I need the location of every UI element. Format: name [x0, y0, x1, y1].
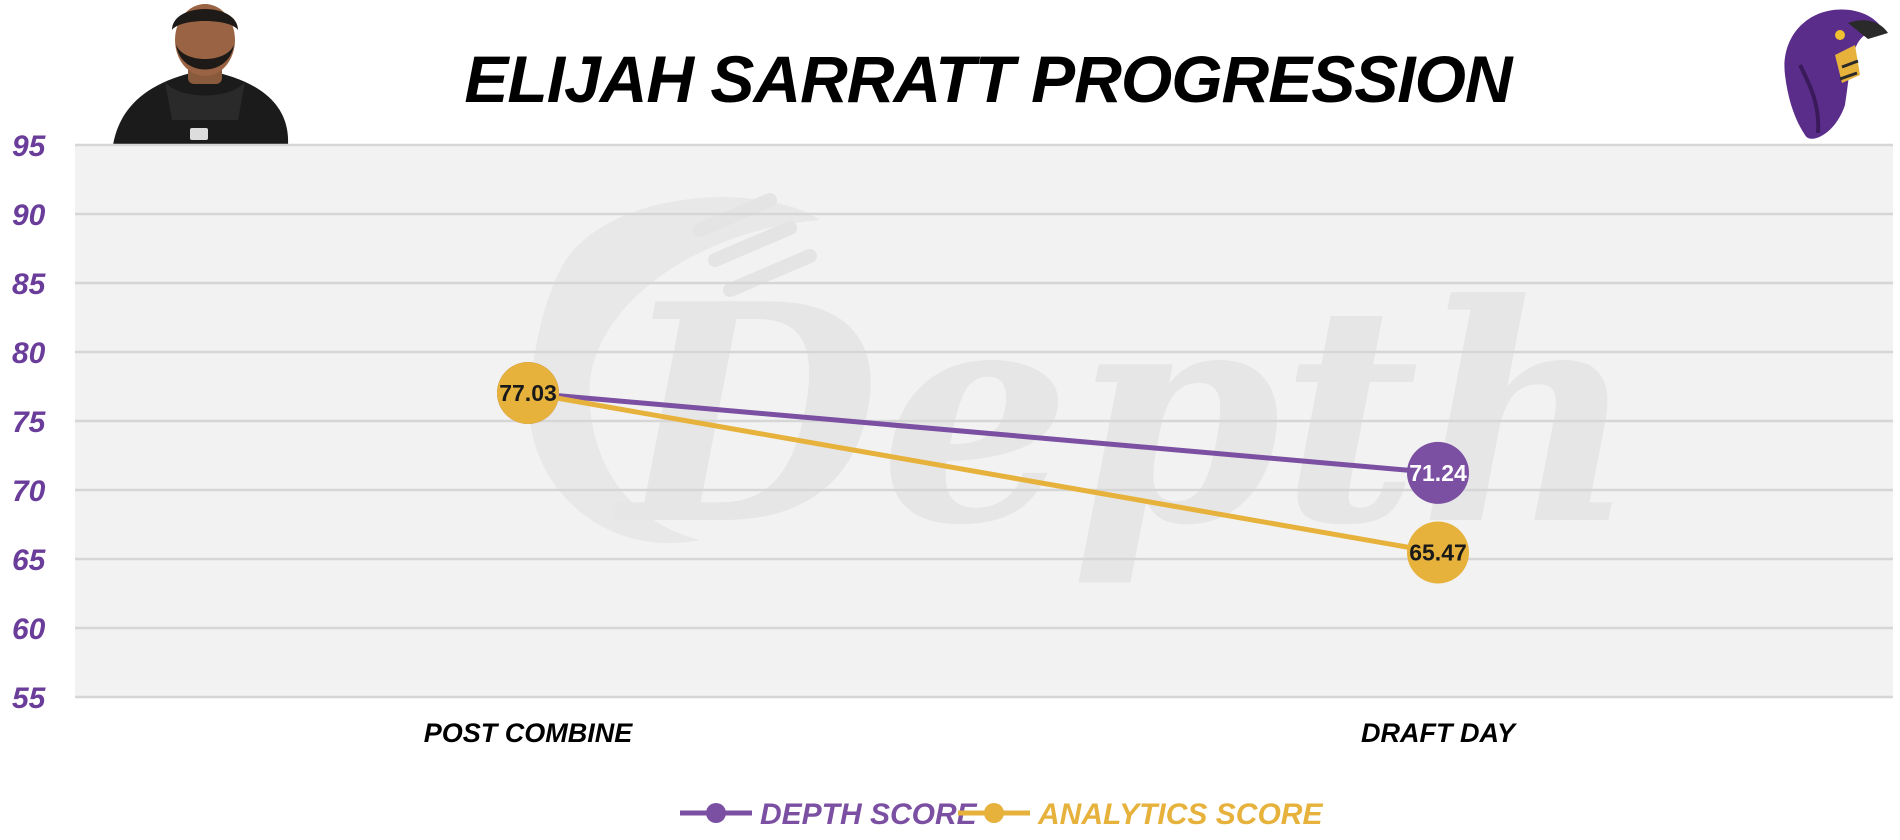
series-line: [527, 390, 1439, 555]
y-tick-label: 55: [12, 682, 47, 715]
watermark-logo: Depth: [529, 193, 1637, 591]
y-tick-label: 95: [12, 130, 47, 163]
legend-label: DEPTH SCORE: [760, 798, 978, 831]
data-point: [1407, 441, 1469, 504]
y-tick-label: 80: [12, 337, 46, 370]
x-axis: POST COMBINE DRAFT DAY: [424, 718, 1518, 748]
y-axis: 55 60 65 70 75 80 85 90 95: [12, 130, 47, 715]
y-tick-label: 65: [12, 544, 47, 577]
legend-marker: [984, 803, 1004, 823]
legend-label: ANALYTICS SCORE: [1037, 798, 1323, 831]
y-tick-label: 85: [12, 268, 47, 301]
y-tick-label: 90: [12, 199, 46, 232]
series-line: [527, 390, 1439, 476]
data-label: 77.03: [499, 380, 557, 406]
legend-item: DEPTH SCORE: [680, 798, 978, 831]
data-point: [1407, 521, 1469, 584]
y-tick-label: 75: [12, 406, 47, 439]
x-tick-label: DRAFT DAY: [1361, 718, 1518, 748]
x-tick-label: POST COMBINE: [424, 718, 634, 748]
player-photo: [113, 4, 289, 145]
data-label: 65.47: [1409, 540, 1467, 566]
data-point: [497, 361, 559, 424]
chart-title: ELIJAH SARRATT PROGRESSION: [464, 42, 1514, 116]
series-lines: [527, 390, 1439, 555]
gridlines: [75, 143, 1893, 699]
data-label: 71.24: [1409, 460, 1467, 486]
legend-marker: [706, 803, 726, 823]
y-tick-label: 60: [12, 613, 46, 646]
y-tick-label: 70: [12, 475, 46, 508]
raven-logo-icon: [1784, 9, 1888, 139]
legend-item: ANALYTICS SCORE: [958, 798, 1323, 831]
legend: DEPTH SCORE ANALYTICS SCORE: [680, 798, 1323, 831]
